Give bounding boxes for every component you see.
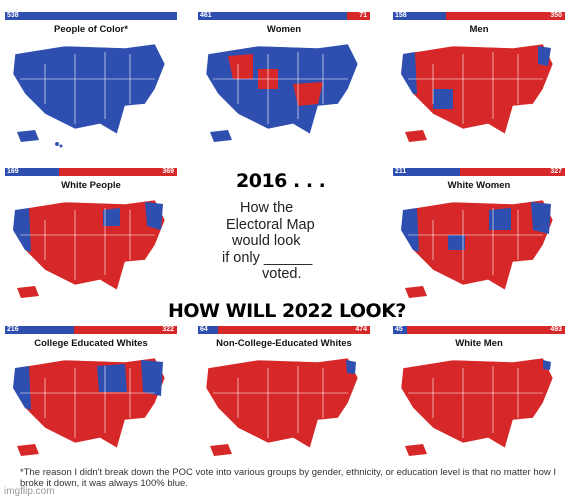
dem-votes: 158 xyxy=(395,12,407,19)
map-title: Women xyxy=(266,24,302,35)
us-map xyxy=(205,357,359,456)
us-map xyxy=(12,43,166,148)
dem-votes-segment: 216 xyxy=(5,326,74,334)
map-panel-non-college-educated-whites: 64 474 Non-College-Educated Whites xyxy=(198,326,370,476)
caption-line: Electoral Map xyxy=(226,216,315,233)
electoral-vote-bar: 169 369 xyxy=(5,168,177,176)
rep-votes-segment: 369 xyxy=(59,168,177,176)
caption-line: if only ______ xyxy=(222,249,313,266)
map-panel-people-of-color: 538 People of Color* xyxy=(5,12,177,162)
electoral-vote-bar: 538 xyxy=(5,12,177,20)
dem-votes: 461 xyxy=(200,12,212,19)
map-title: Men xyxy=(469,24,489,35)
rep-votes: 474 xyxy=(355,326,367,333)
rep-votes-segment: 71 xyxy=(347,12,370,20)
dem-votes-segment: 538 xyxy=(5,12,177,20)
rep-votes: 369 xyxy=(162,168,174,175)
rep-votes: 322 xyxy=(162,326,174,333)
map-panel-white-women: 211 327 White Women xyxy=(393,168,565,318)
map-title: People of Color* xyxy=(54,24,128,35)
map-panel-white-people: 169 369 White People xyxy=(5,168,177,318)
caption-line: would look xyxy=(232,233,301,249)
us-map xyxy=(400,199,554,298)
electoral-vote-bar: 158 350 xyxy=(393,12,565,20)
dem-votes: 538 xyxy=(7,12,19,19)
us-map xyxy=(12,199,166,298)
dem-votes: 211 xyxy=(395,168,407,175)
map-panel-college-educated-whites: 216 322 College Educated Whites xyxy=(5,326,177,476)
map-panel-white-men: 45 493 White Men xyxy=(393,326,565,476)
dem-votes: 64 xyxy=(200,326,208,333)
map-title: White Men xyxy=(455,338,503,349)
map-title: College Educated Whites xyxy=(34,338,148,349)
rep-votes: 350 xyxy=(550,12,562,19)
rep-votes-segment: 322 xyxy=(73,326,177,334)
rep-votes-segment: 493 xyxy=(407,326,565,334)
us-map xyxy=(205,43,359,142)
caption-line: voted. xyxy=(262,266,302,282)
question-heading: HOW WILL 2022 LOOK? xyxy=(168,300,406,322)
map-title: White Women xyxy=(447,180,511,191)
watermark: imgflip.com xyxy=(4,486,55,497)
electoral-vote-bar: 64 474 xyxy=(198,326,370,334)
caption-line: How the xyxy=(240,200,294,216)
rep-votes-segment: 350 xyxy=(446,12,565,20)
dem-votes: 216 xyxy=(7,326,19,333)
map-panel-men: 158 350 Men xyxy=(393,12,565,162)
dem-votes-segment: 45 xyxy=(393,326,408,334)
electoral-vote-bar: 461 71 xyxy=(198,12,370,20)
rep-votes-segment: 474 xyxy=(218,326,370,334)
map-panel-women: 461 71 Women xyxy=(198,12,370,162)
dem-votes-segment: 64 xyxy=(198,326,219,334)
rep-votes-segment: 327 xyxy=(460,168,565,176)
map-title: White People xyxy=(61,180,121,191)
dem-votes-segment: 158 xyxy=(393,12,447,20)
dem-votes-segment: 211 xyxy=(393,168,461,176)
electoral-vote-bar: 216 322 xyxy=(5,326,177,334)
map-caption: How the Electoral Map would look if only… xyxy=(220,200,370,283)
electoral-vote-bar: 211 327 xyxy=(393,168,565,176)
us-map xyxy=(400,43,554,142)
dem-votes-segment: 169 xyxy=(5,168,59,176)
dem-votes-segment: 461 xyxy=(198,12,348,20)
dem-votes: 169 xyxy=(7,168,19,175)
map-title: Non-College-Educated Whites xyxy=(216,338,352,349)
us-map xyxy=(400,357,554,456)
us-map xyxy=(12,357,166,456)
year-heading: 2016 . . . xyxy=(236,170,326,192)
dem-votes: 45 xyxy=(395,326,403,333)
footnote: *The reason I didn't break down the POC … xyxy=(20,467,557,489)
rep-votes: 493 xyxy=(550,326,562,333)
rep-votes: 71 xyxy=(359,12,367,19)
electoral-vote-bar: 45 493 xyxy=(393,326,565,334)
rep-votes: 327 xyxy=(550,168,562,175)
